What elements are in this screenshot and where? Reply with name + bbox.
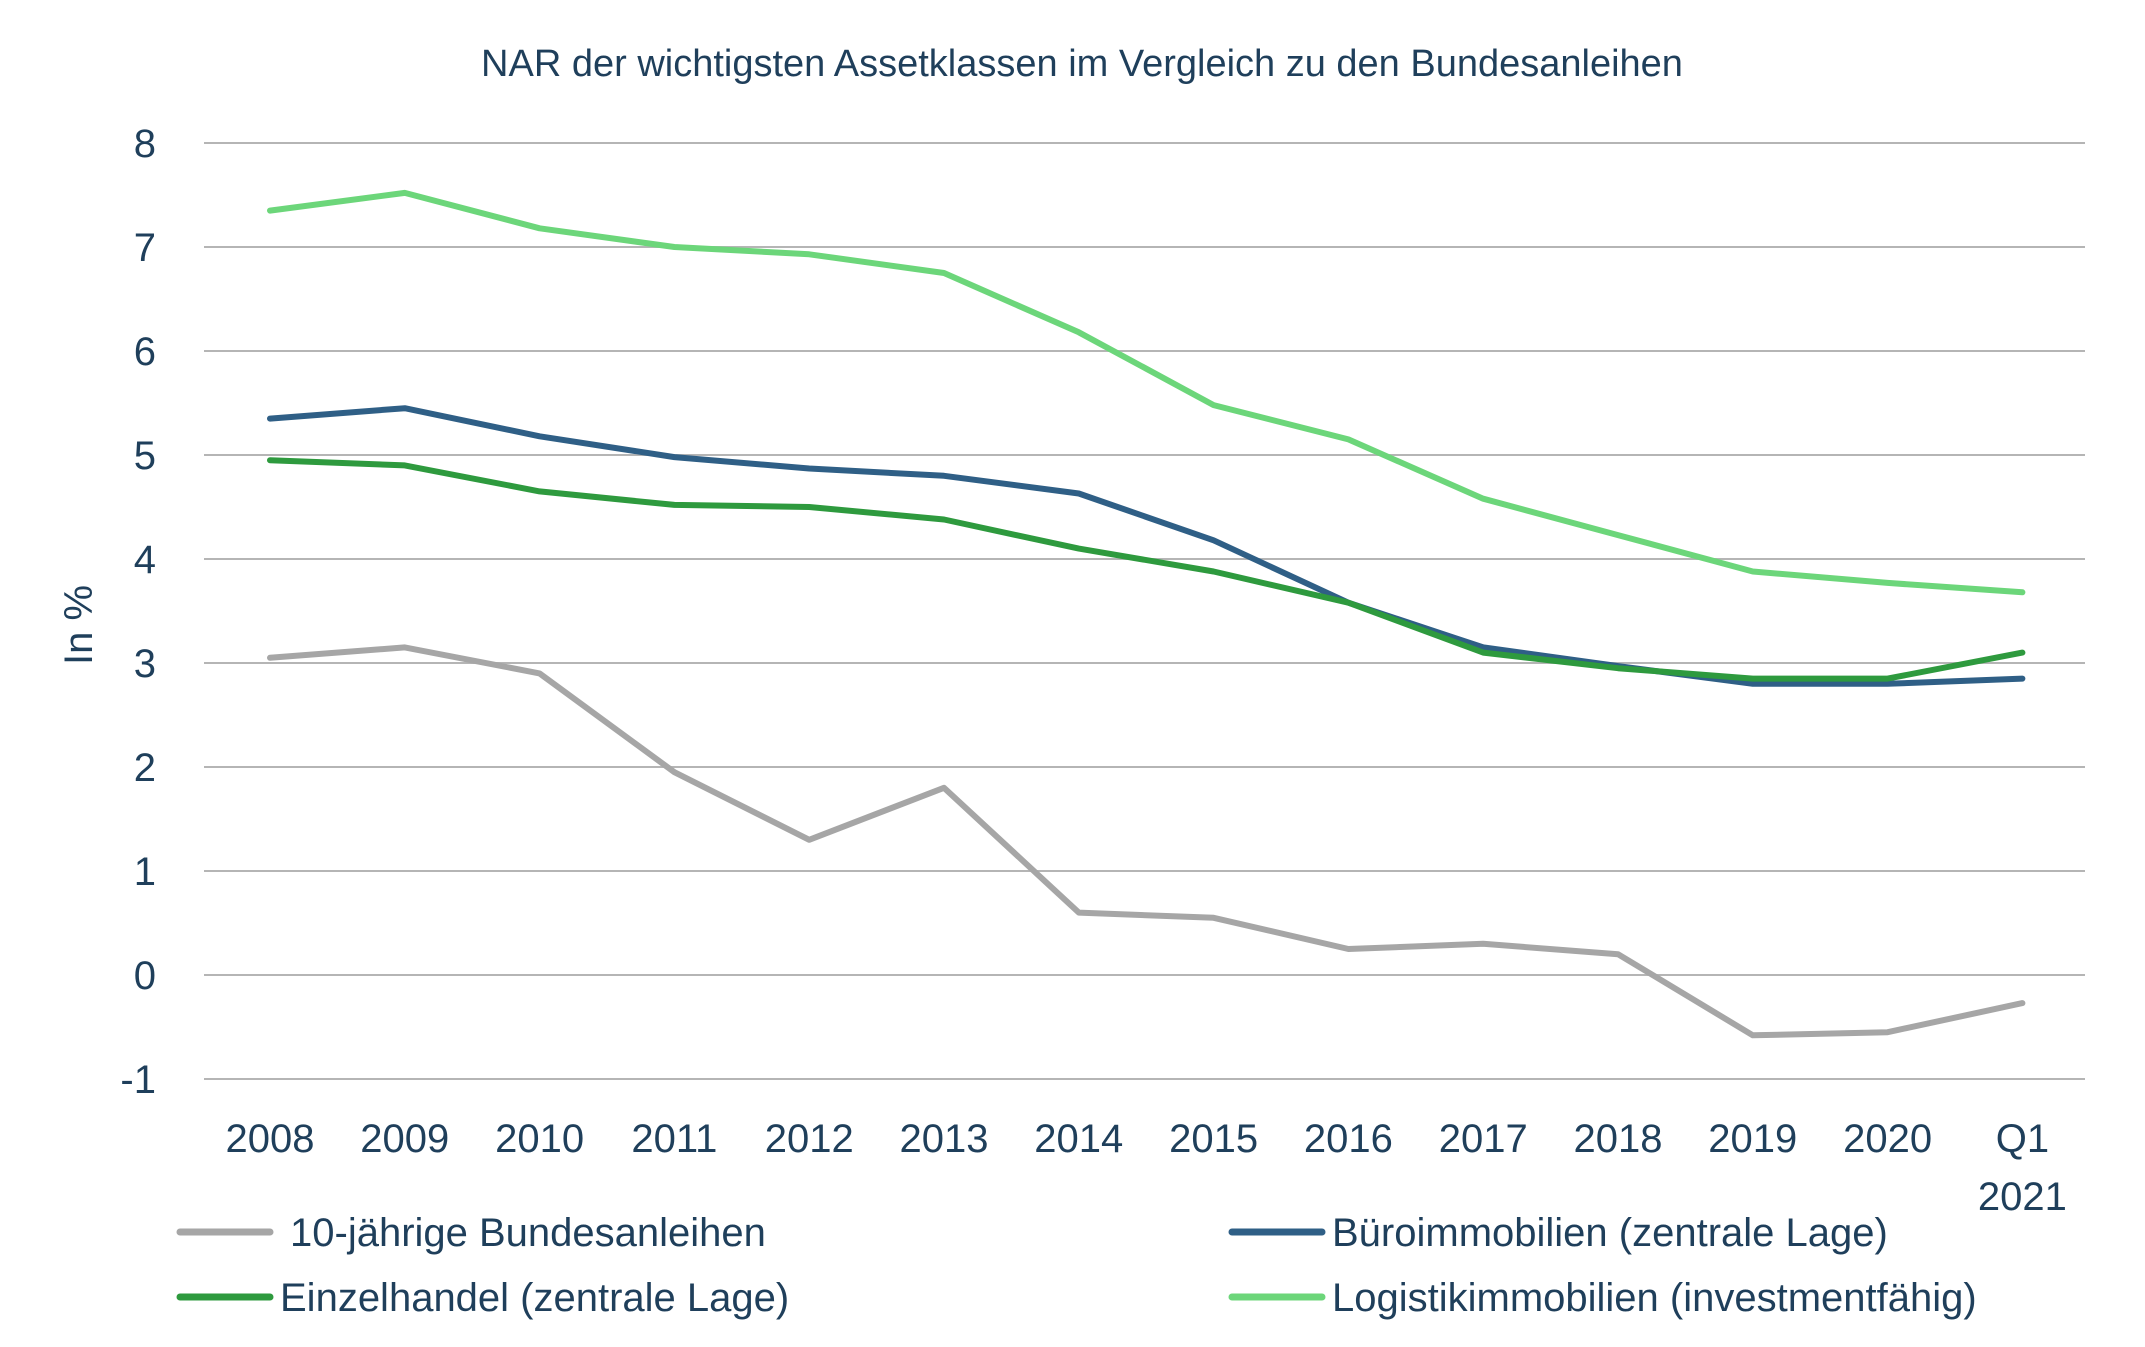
y-tick-label: 2 [134,746,156,790]
x-tick-label: 2021 [1978,1175,2067,1219]
y-tick-label: -1 [120,1058,156,1102]
series-lines [267,189,2026,1039]
y-tick-label: 3 [134,642,156,686]
y-tick-label: 8 [134,122,156,166]
x-tick-label: 2010 [495,1117,584,1161]
x-tick-label: 2017 [1439,1117,1528,1161]
x-tick-label: 2020 [1843,1117,1932,1161]
legend-label: 10-jährige Bundesanleihen [290,1211,766,1255]
x-axis-ticks: 2008 2009 2010 2011 2012 2013 2014 2015 2016 2017… [226,1117,2067,1219]
legend: 10-jährige Bundesanleihen Büroimmobilien … [176,1211,1977,1320]
x-tick-label: 2011 [631,1117,717,1161]
x-tick-label: Q1 [1996,1117,2049,1161]
y-axis-ticks: 8 7 6 5 4 3 2 1 0 -1 [120,122,156,1102]
legend-label: Einzelhandel (zentrale Lage) [280,1276,789,1320]
x-tick-label: 2012 [765,1117,854,1161]
x-tick-label: 2015 [1169,1117,1258,1161]
y-tick-label: 5 [134,434,156,478]
x-tick-label: 2013 [900,1117,989,1161]
x-tick-label: 2008 [226,1117,315,1161]
legend-label: Logistikimmobilien (investmentfähig) [1332,1276,1977,1320]
x-tick-label: 2018 [1574,1117,1663,1161]
x-tick-label: 2014 [1034,1117,1123,1161]
gridlines [204,142,2085,1080]
y-tick-label: 1 [134,850,156,894]
x-tick-label: 2019 [1708,1117,1797,1161]
series-line-1 [267,644,2026,1039]
series-line-2 [267,405,2026,687]
y-axis-label: In % [57,585,101,665]
y-tick-label: 7 [134,226,156,270]
y-tick-label: 4 [134,538,156,582]
y-tick-label: 0 [134,954,156,998]
legend-label: Büroimmobilien (zentrale Lage) [1332,1211,1888,1255]
y-tick-label: 6 [134,330,156,374]
chart-title: NAR der wichtigsten Assetklassen im Verg… [481,43,1683,85]
series-line-4 [267,189,2026,596]
x-tick-label: 2009 [360,1117,449,1161]
series-line-3 [267,457,2026,682]
x-tick-label: 2016 [1304,1117,1393,1161]
